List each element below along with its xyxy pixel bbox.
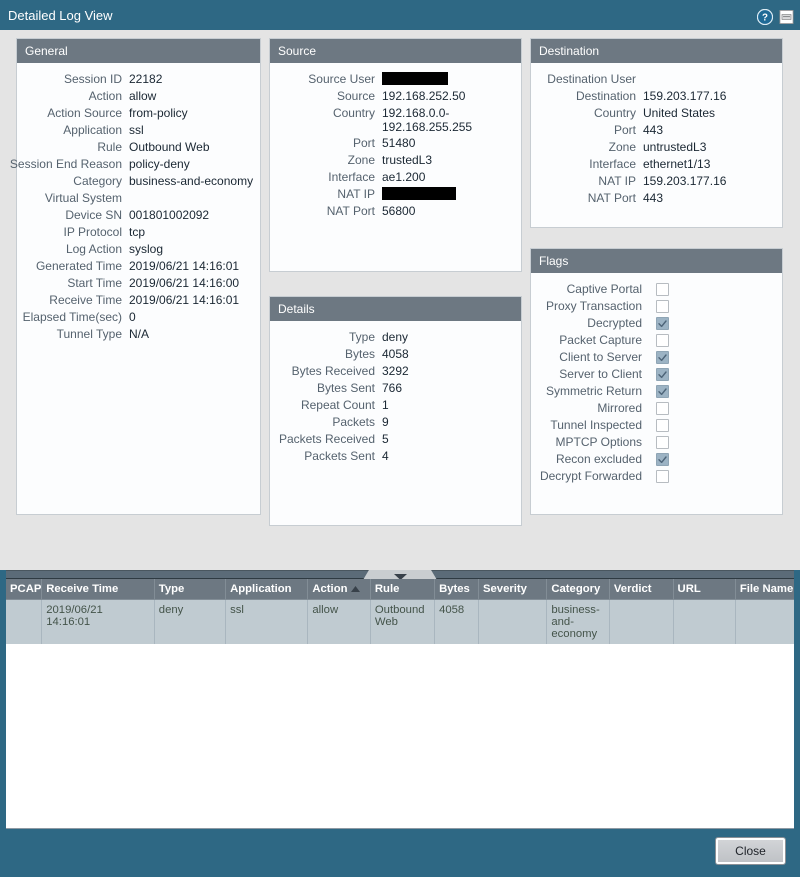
svg-text:?: ? xyxy=(762,13,768,24)
